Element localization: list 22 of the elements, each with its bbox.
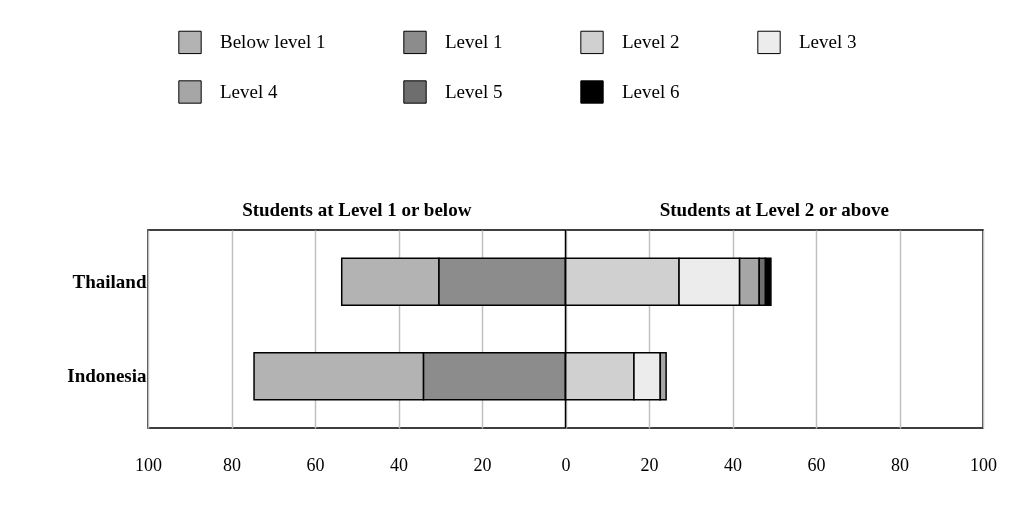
legend-label: Below level 1 <box>220 31 326 53</box>
legend-label: Level 6 <box>622 81 680 102</box>
x-tick-label: 80 <box>223 454 241 475</box>
legend-label: Level 2 <box>622 31 680 53</box>
legend-label: Level 4 <box>220 81 278 102</box>
x-tick-label: 40 <box>724 454 742 475</box>
x-tick-label: 100 <box>135 454 162 475</box>
x-tick-label: 20 <box>473 454 492 475</box>
x-tick-label: 60 <box>306 454 325 475</box>
x-tick-label: 80 <box>891 454 909 475</box>
x-tick-label: 60 <box>807 454 826 475</box>
x-tick-label: 100 <box>970 454 997 475</box>
legend-label: Level 1 <box>445 31 503 53</box>
x-tick-label: 0 <box>561 454 571 475</box>
x-tick-label: 40 <box>390 454 408 475</box>
text: Students at Level 2 or above <box>659 199 889 220</box>
y-tick-label: Thailand <box>72 270 147 292</box>
y-tick-label: Indonesia <box>67 365 147 387</box>
text: Students at Level 1 or below <box>242 199 472 220</box>
legend-label: Level 3 <box>799 31 857 53</box>
x-tick-label: 20 <box>640 454 659 475</box>
legend-label: Level 5 <box>445 81 503 102</box>
